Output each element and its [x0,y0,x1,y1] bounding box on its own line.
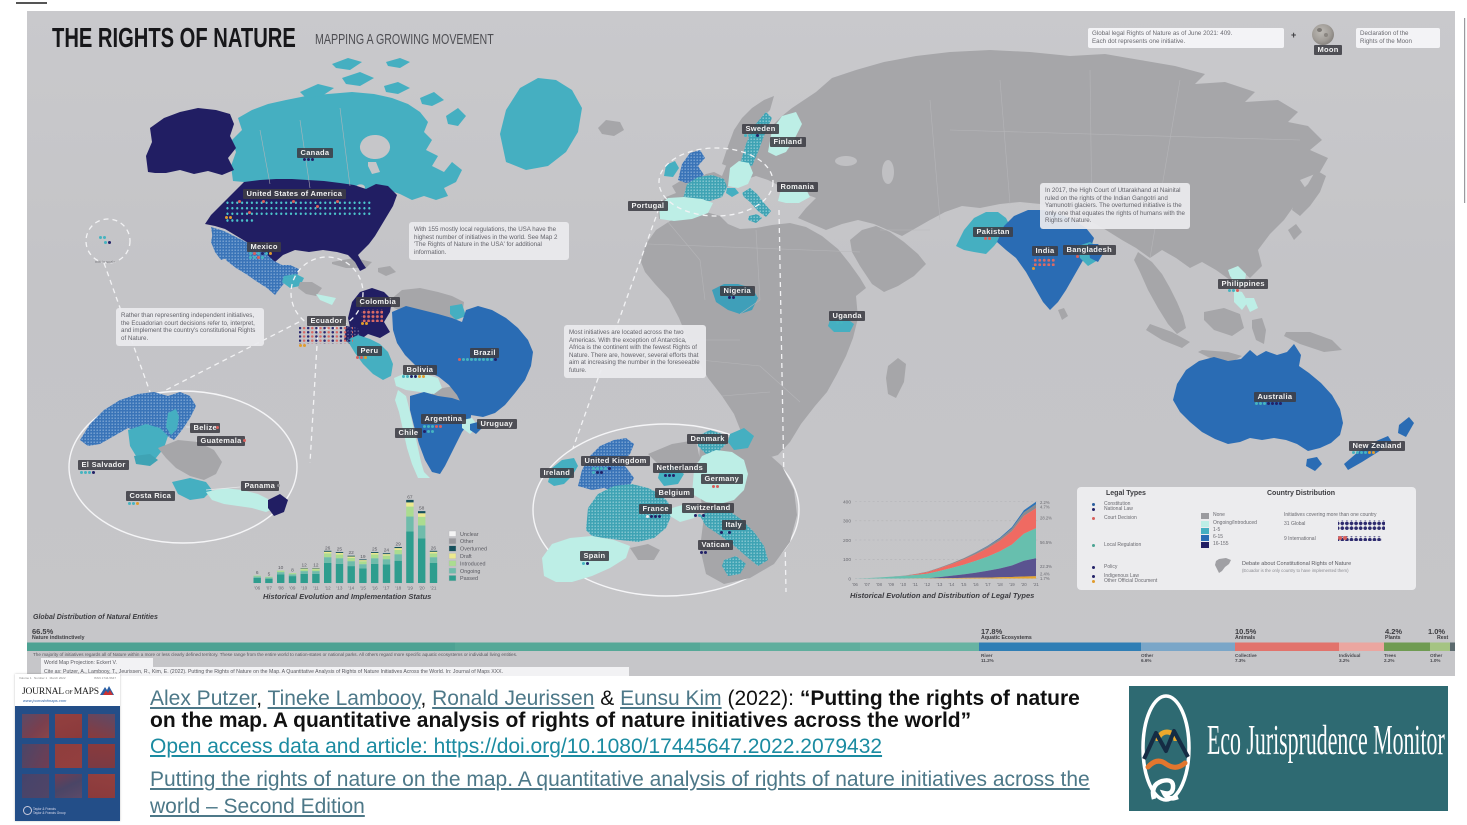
svg-text:5: 5 [268,571,271,577]
svg-text:'16: '16 [973,582,979,587]
svg-text:26: 26 [431,545,437,551]
svg-text:200: 200 [843,538,851,544]
svg-text:Overturned: Overturned [460,547,487,553]
svg-text:'18: '18 [997,582,1003,587]
svg-text:'13: '13 [336,586,342,591]
svg-text:'20: '20 [1021,582,1027,587]
svg-text:'18: '18 [395,586,401,591]
svg-text:'15: '15 [360,586,366,591]
svg-text:2.4%: 2.4% [1040,572,1050,577]
svg-text:Ongoing: Ongoing [460,569,480,575]
svg-text:'07: '07 [864,582,870,587]
svg-text:'13: '13 [937,582,943,587]
svg-text:'11: '11 [913,582,919,587]
svg-text:'21: '21 [430,586,436,591]
svg-text:25: 25 [337,547,343,553]
svg-text:26: 26 [325,545,331,551]
svg-text:'19: '19 [407,586,413,591]
svg-text:56.5%: 56.5% [1040,540,1052,545]
svg-text:Other: Other [460,539,474,545]
svg-text:'16: '16 [372,586,378,591]
svg-text:'21: '21 [1033,582,1039,587]
svg-text:Passed: Passed [460,576,478,582]
svg-text:28.2%: 28.2% [1040,516,1052,521]
svg-text:100: 100 [843,557,851,563]
svg-text:24: 24 [384,548,390,554]
svg-text:'12: '12 [925,582,931,587]
svg-text:'15: '15 [961,582,967,587]
svg-text:12: 12 [302,563,308,569]
svg-text:22.3%: 22.3% [1040,564,1052,569]
svg-text:400: 400 [843,499,851,505]
svg-text:'09: '09 [289,586,295,591]
svg-text:58: 58 [419,506,425,512]
svg-text:'08: '08 [278,586,284,591]
svg-text:Unclear: Unclear [460,532,479,538]
svg-text:'17: '17 [383,586,389,591]
svg-text:22: 22 [349,550,355,556]
svg-text:Draft: Draft [460,554,472,560]
svg-text:8: 8 [291,568,294,574]
svg-text:300: 300 [843,519,851,525]
svg-text:29: 29 [396,542,402,548]
svg-text:0: 0 [848,576,851,582]
svg-text:4.7%: 4.7% [1040,505,1050,510]
svg-text:12: 12 [313,563,319,569]
svg-text:'06: '06 [254,586,260,591]
svg-text:'10: '10 [301,586,307,591]
svg-text:10: 10 [278,565,284,571]
svg-text:1.7%: 1.7% [1040,576,1050,581]
svg-text:'17: '17 [985,582,991,587]
svg-text:'06: '06 [852,582,858,587]
svg-text:'10: '10 [900,582,906,587]
svg-text:'07: '07 [266,586,272,591]
svg-text:'14: '14 [949,582,955,587]
svg-text:'20: '20 [419,586,425,591]
svg-text:6: 6 [256,570,259,576]
svg-text:'19: '19 [1009,582,1015,587]
svg-text:Introduced: Introduced [460,561,485,567]
svg-text:2.2%: 2.2% [1040,500,1050,505]
svg-text:25: 25 [372,547,378,553]
svg-text:'09: '09 [888,582,894,587]
svg-text:'11: '11 [313,586,319,591]
svg-text:19: 19 [360,554,366,560]
svg-text:'08: '08 [876,582,882,587]
svg-text:'12: '12 [325,586,331,591]
svg-text:67: 67 [407,494,413,500]
svg-text:'14: '14 [348,586,354,591]
